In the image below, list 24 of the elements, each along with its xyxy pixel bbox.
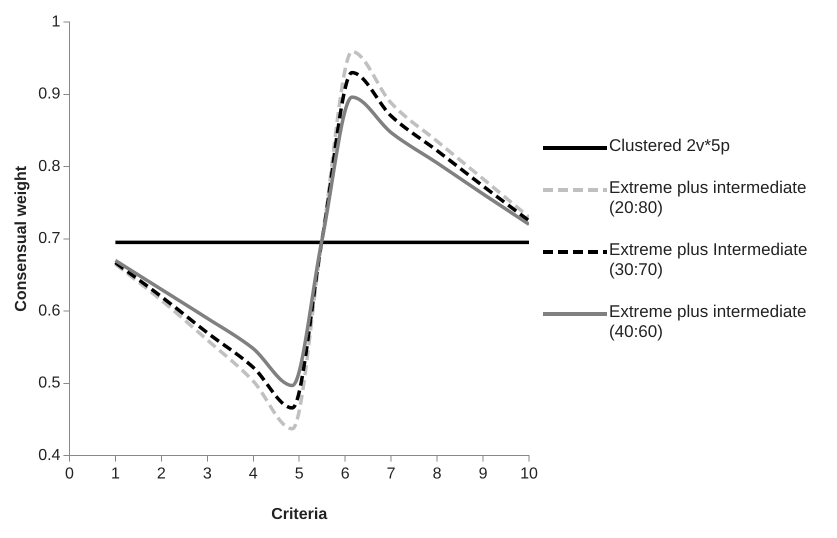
y-tick-label: 0.7 <box>38 230 61 248</box>
x-tick-label: 3 <box>202 466 212 483</box>
y-tick-label: 0.8 <box>38 158 61 175</box>
legend-label: Extreme plus Intermediate (30:70) <box>609 240 808 280</box>
x-tick-label: 2 <box>156 466 166 483</box>
x-tick-label: 7 <box>386 466 396 483</box>
x-tick-label: 0 <box>64 466 74 483</box>
x-tick-label: 4 <box>248 466 258 483</box>
y-tick-label: 0.5 <box>38 374 61 392</box>
y-tick-label: 0.9 <box>38 86 61 103</box>
x-axis-title: Criteria <box>271 506 328 523</box>
x-tick-label: 8 <box>432 466 442 483</box>
x-tick-label: 9 <box>478 466 488 483</box>
y-tick-label: 1 <box>52 13 61 30</box>
y-tick-label: 0.4 <box>38 447 61 464</box>
x-tick-label: 5 <box>294 466 304 483</box>
x-tick-label: 6 <box>340 466 350 483</box>
legend-label: Extreme plus intermediate (40:60) <box>609 302 808 342</box>
y-tick-label: 0.6 <box>38 302 61 320</box>
x-tick-label: 1 <box>110 466 120 483</box>
y-axis-title: Consensual weight <box>13 165 30 312</box>
legend-label: Extreme plus intermediate (20:80) <box>609 178 808 218</box>
x-tick-label: 10 <box>520 466 538 483</box>
legend-label: Clustered 2v*5p <box>609 136 730 156</box>
